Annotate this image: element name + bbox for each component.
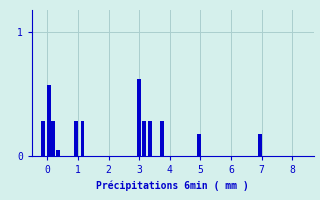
Bar bbox=[148, 121, 152, 156]
Bar bbox=[81, 121, 84, 156]
Bar bbox=[137, 79, 141, 156]
Bar bbox=[41, 121, 45, 156]
Bar bbox=[160, 121, 164, 156]
Bar bbox=[142, 121, 146, 156]
Bar bbox=[47, 85, 51, 156]
Bar bbox=[258, 134, 262, 156]
Bar bbox=[56, 150, 60, 156]
Bar bbox=[197, 134, 201, 156]
Bar bbox=[74, 121, 78, 156]
X-axis label: Précipitations 6min ( mm ): Précipitations 6min ( mm ) bbox=[96, 181, 249, 191]
Bar bbox=[52, 121, 55, 156]
